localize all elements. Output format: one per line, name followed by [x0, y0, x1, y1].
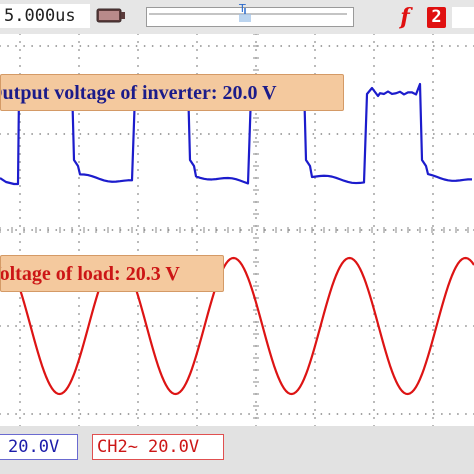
top-status-bar: 5.000us T f 2: [0, 0, 474, 34]
timebase-readout[interactable]: 5.000us: [0, 4, 90, 28]
trigger-edge-icon[interactable]: f: [400, 4, 410, 30]
ch1-scale-readout[interactable]: 20.0V: [0, 434, 78, 460]
ch2-caption: Voltage of load: 20.3 V: [0, 255, 224, 292]
ch2-scale: 20.0V: [147, 437, 200, 457]
ch1-caption: Output voltage of inverter: 20.0 V: [0, 74, 344, 111]
trigger-marker-icon: T: [239, 2, 246, 15]
ch2-scale-readout[interactable]: CH2~ 20.0V: [92, 434, 224, 460]
ch1-trace: [0, 82, 473, 186]
ch2-trace: [0, 256, 474, 396]
trigger-position-indicator[interactable]: T: [146, 3, 354, 27]
status-chip: [452, 7, 474, 28]
trigger-source-badge[interactable]: 2: [427, 7, 446, 28]
ch2-name: CH2~: [97, 437, 138, 457]
waveform-display: Output voltage of inverter: 20.0 V Volta…: [0, 34, 474, 426]
battery-icon: [96, 8, 126, 23]
ch1-scale: 20.0V: [8, 437, 60, 457]
channel-settings-bar: 20.0V CH2~ 20.0V: [0, 426, 474, 474]
